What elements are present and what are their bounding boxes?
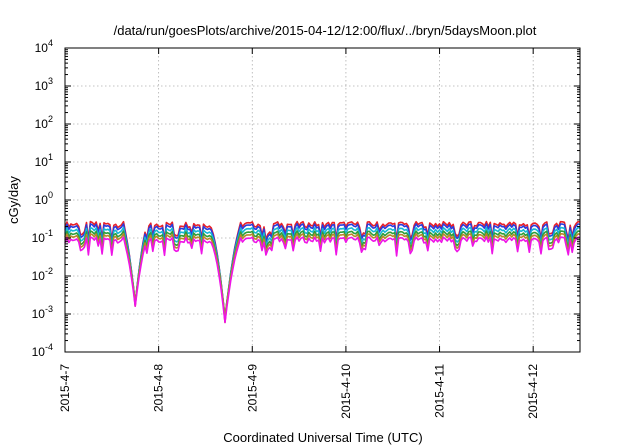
y-tick-label: 103 <box>35 76 53 93</box>
chart: /data/run/goesPlots/archive/2015-04-12/1… <box>0 0 640 448</box>
x-tick-label: 2015-4-8 <box>152 364 166 412</box>
y-tick-label: 100 <box>35 190 53 207</box>
y-tick-label: 10-4 <box>32 342 53 359</box>
x-tick-label: 2015-4-12 <box>526 364 540 419</box>
y-tick-label: 101 <box>35 152 53 169</box>
x-tick-label: 2015-4-9 <box>245 364 259 412</box>
series-layer <box>65 222 580 323</box>
x-tick-label: 2015-4-7 <box>58 364 72 412</box>
x-tick-label: 2015-4-10 <box>339 364 353 419</box>
y-tick-label: 10-1 <box>32 228 53 245</box>
y-tick-label: 10-2 <box>32 266 53 283</box>
chart-title: /data/run/goesPlots/archive/2015-04-12/1… <box>114 23 537 38</box>
y-tick-label: 102 <box>35 114 53 131</box>
y-tick-label: 104 <box>35 38 53 55</box>
y-tick-label: 10-3 <box>32 304 53 321</box>
y-axis-label: cGy/day <box>6 176 21 224</box>
x-tick-label: 2015-4-11 <box>433 364 447 418</box>
x-axis-label: Coordinated Universal Time (UTC) <box>223 430 422 445</box>
grid <box>65 48 580 352</box>
